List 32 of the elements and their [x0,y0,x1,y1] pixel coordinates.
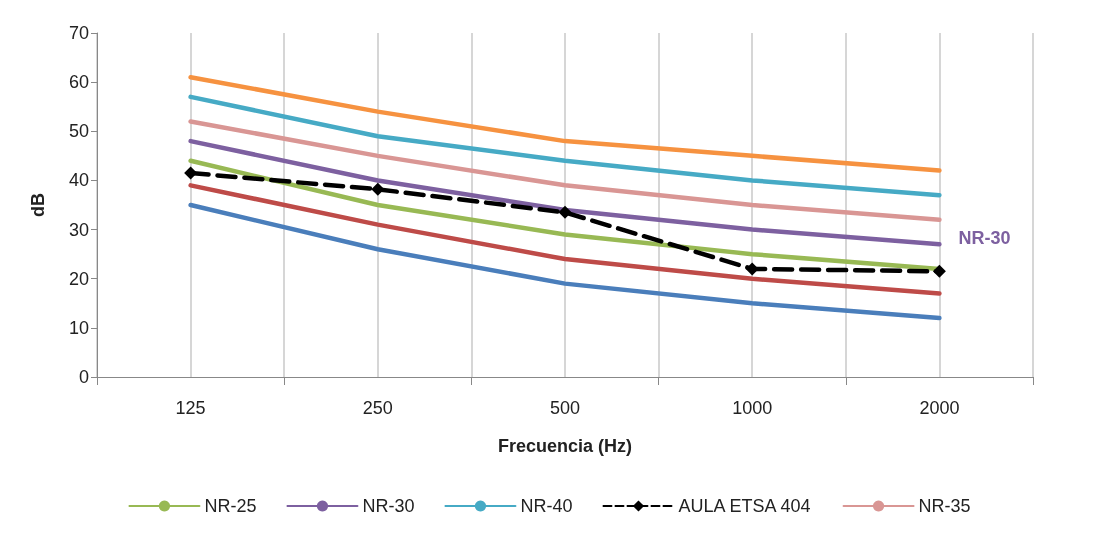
line-series [188,94,942,198]
y-tick-label: 0 [78,367,89,387]
legend-label: NR-30 [362,496,415,516]
legend-label: NR-40 [520,496,573,516]
line-series [188,119,942,222]
x-tick-label: 500 [549,398,581,418]
point [371,182,385,196]
line-series [188,183,942,296]
y-axis-title: dB [28,193,48,217]
x-tick-label: 2000 [919,398,960,418]
annotation: NR-30 [958,228,1011,249]
line-series [188,202,942,321]
point [184,166,198,180]
x-tick-label: 250 [362,398,393,418]
point [745,262,759,276]
y-tick-label: 40 [68,170,89,191]
point [558,205,572,219]
y-tick-label: 60 [68,72,89,93]
legend-label: NR-25 [204,496,257,516]
line-series [188,138,942,247]
x-axis-title: Frecuencia (Hz) [497,436,633,456]
y-tick-label: 30 [68,219,89,240]
point [932,264,946,278]
legend-label: AULA ETSA 404 [678,496,811,516]
y-tick-label: 10 [68,317,89,338]
x-tick-label: 1000 [732,398,773,418]
legend-label: NR-35 [918,496,971,516]
line-series [188,74,942,173]
y-tick-label: 50 [68,121,89,142]
y-tick-label: 20 [68,268,89,289]
y-tick-label: 70 [68,23,89,43]
x-tick-label: 125 [175,398,206,418]
